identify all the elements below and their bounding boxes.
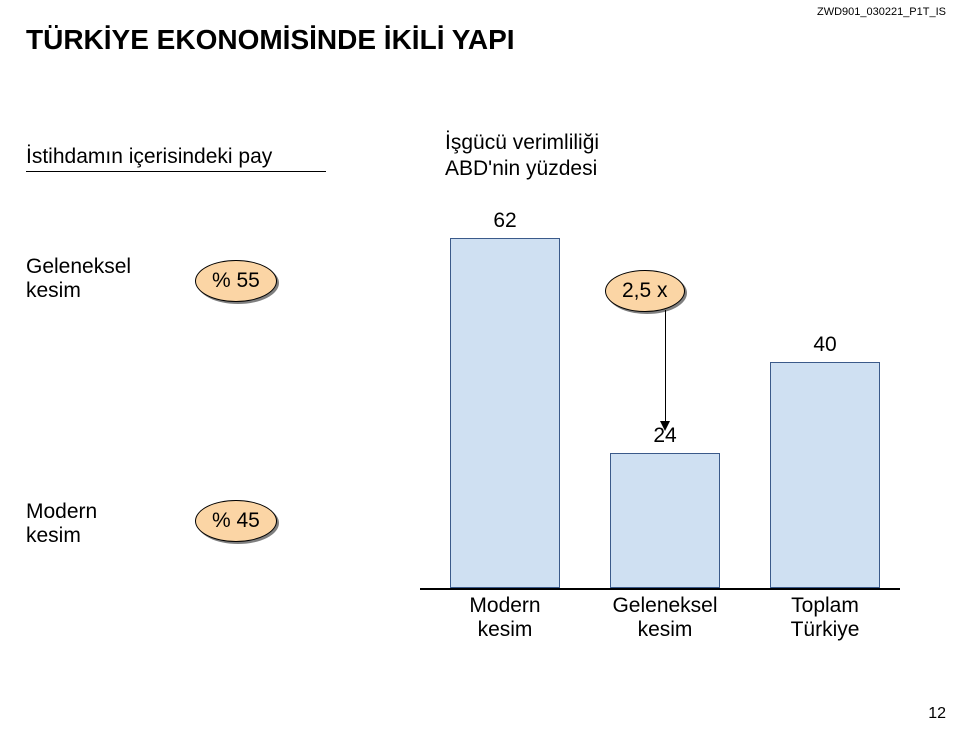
arrow-head-icon [660, 421, 670, 431]
slide-title: TÜRKİYE EKONOMİSİNDE İKİLİ YAPI [26, 24, 515, 56]
bar-label: Gelenekselkesim [590, 594, 740, 642]
row-label-traditional: Geleneksel kesim [26, 255, 131, 303]
right-subtitle-line1: İşgücü verimliliği [445, 131, 599, 154]
left-subtitle: İstihdamın içerisindeki pay [26, 145, 326, 172]
chart-bar: 24Gelenekselkesim [610, 453, 720, 588]
document-id: ZWD901_030221_P1T_IS [817, 6, 946, 18]
bar-chart: 62Modernkesim 24Gelenekselkesim 40ToplamTü… [420, 210, 900, 610]
bubble-pct55: % 55 [195, 260, 277, 302]
chart-bar: 62Modernkesim [450, 238, 560, 588]
chart-baseline [420, 588, 900, 590]
row-label-modern-l1: Modern [26, 500, 97, 523]
page-number: 12 [928, 705, 946, 723]
arrow-line [665, 310, 666, 421]
row-label-modern-l2: kesim [26, 524, 81, 547]
bubble-multiplier: 2,5 x [605, 270, 685, 312]
right-subtitle: İşgücü verimliliği ABD'nin yüzdesi [445, 130, 599, 183]
bar-label: Modernkesim [430, 594, 580, 642]
chart-bar: 40ToplamTürkiye [770, 362, 880, 588]
subtitle-underline [26, 171, 326, 172]
bar-label: ToplamTürkiye [750, 594, 900, 642]
right-subtitle-line2: ABD'nin yüzdesi [445, 157, 597, 180]
left-subtitle-text: İstihdamın içerisindeki pay [26, 145, 272, 168]
bar-value: 62 [451, 209, 559, 233]
bar-value: 40 [771, 333, 879, 357]
row-label-traditional-l2: kesim [26, 279, 81, 302]
row-label-modern: Modern kesim [26, 500, 97, 548]
row-label-traditional-l1: Geleneksel [26, 255, 131, 278]
bubble-pct45: % 45 [195, 500, 277, 542]
